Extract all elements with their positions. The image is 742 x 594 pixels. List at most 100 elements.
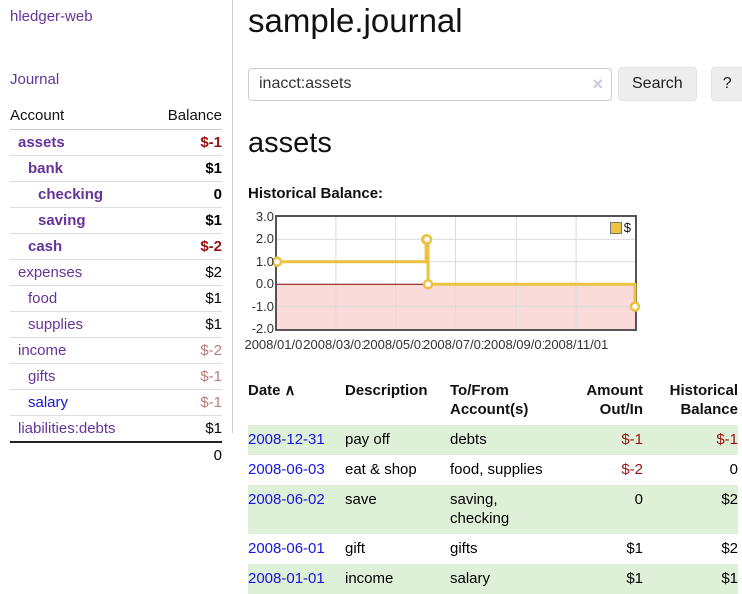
register-row: 2008-01-01 income salary $1 $1 bbox=[248, 564, 738, 594]
account-name-cell: liabilities:debts bbox=[10, 415, 151, 442]
account-row: saving $1 bbox=[10, 207, 222, 234]
transaction-date-link[interactable]: 2008-06-01 bbox=[248, 540, 325, 557]
register-date-cell: 2008-12-31 bbox=[248, 425, 345, 455]
y-axis-label: 3.0 bbox=[255, 209, 274, 224]
balance-chart: $ 3.0 2.0 1.0 0.0 -1.0 -2.0 2008/01/01 2008/03/… bbox=[244, 210, 738, 357]
account-link[interactable]: liabilities:debts bbox=[18, 420, 116, 437]
app-title-link[interactable]: hledger-web bbox=[10, 8, 93, 25]
register-row: 2008-12-31 pay off debts $-1 $-1 bbox=[248, 425, 738, 455]
account-heading: assets bbox=[248, 127, 332, 159]
register-date-cell: 2008-06-03 bbox=[248, 455, 345, 485]
register-accounts-cell: food, supplies bbox=[450, 461, 543, 478]
account-balance: $1 bbox=[150, 415, 222, 442]
account-link[interactable]: gifts bbox=[28, 368, 56, 385]
x-axis-label: 2008/09/01 bbox=[483, 337, 549, 352]
account-row: gifts $-1 bbox=[10, 363, 222, 390]
account-name-cell: assets bbox=[10, 130, 150, 156]
register-header-historical: Historical Balance bbox=[669, 382, 738, 418]
register-description-cell: income bbox=[345, 564, 450, 594]
account-link[interactable]: salary bbox=[28, 394, 69, 411]
account-link[interactable]: cash bbox=[28, 238, 63, 255]
account-link[interactable]: saving bbox=[38, 212, 86, 229]
account-balance: $-1 bbox=[150, 363, 222, 390]
register-accounts-cell: saving, checking bbox=[450, 485, 562, 534]
chart-data-point[interactable] bbox=[421, 234, 433, 245]
chart-label: Historical Balance: bbox=[248, 185, 384, 202]
account-link[interactable]: supplies bbox=[28, 316, 84, 333]
register-accounts-cell: gifts bbox=[450, 540, 478, 557]
register-historical-cell: $-1 bbox=[643, 425, 738, 455]
y-axis-label: -2.0 bbox=[251, 321, 274, 336]
account-name-cell: checking bbox=[10, 181, 151, 208]
account-balance: $-1 bbox=[150, 389, 222, 416]
account-name-cell: salary bbox=[10, 389, 151, 416]
register-description-cell: save bbox=[345, 485, 450, 534]
account-row: expenses $2 bbox=[10, 259, 222, 286]
legend-label: $ bbox=[623, 220, 631, 235]
account-row: income $-2 bbox=[10, 337, 222, 364]
chart-plot-area[interactable]: $ bbox=[271, 215, 641, 331]
account-name-cell: bank bbox=[10, 155, 151, 182]
account-link[interactable]: assets bbox=[18, 134, 65, 151]
transaction-date-link[interactable]: 2008-12-31 bbox=[248, 431, 325, 448]
y-axis-label: -1.0 bbox=[251, 298, 274, 314]
register-date-cell: 2008-06-01 bbox=[248, 534, 345, 564]
register-amount-cell: 0 bbox=[562, 485, 643, 534]
accounts-table: Account Balance assets $-1 bank $1 checking 0… bbox=[10, 104, 222, 468]
account-balance: $1 bbox=[150, 207, 222, 234]
chart-data-point[interactable] bbox=[271, 256, 283, 268]
account-link[interactable]: bank bbox=[28, 160, 64, 177]
legend-swatch-icon bbox=[609, 221, 622, 234]
register-row: 2008-06-02 save saving, checking 0 $2 bbox=[248, 485, 738, 534]
account-row: cash $-2 bbox=[10, 233, 222, 260]
x-axis-label: 2008/05/01 bbox=[363, 337, 429, 352]
register-amount-cell: $-1 bbox=[562, 425, 643, 455]
register-header-date[interactable]: Date ∧ bbox=[248, 379, 345, 425]
register-historical-cell: $2 bbox=[721, 540, 738, 557]
clear-search-icon[interactable]: × bbox=[592, 73, 603, 94]
account-link[interactable]: checking bbox=[38, 186, 104, 203]
transaction-date-link[interactable]: 2008-06-03 bbox=[248, 461, 325, 478]
account-name-cell: income bbox=[10, 337, 151, 364]
account-row: liabilities:debts $1 bbox=[10, 415, 222, 442]
account-name-cell: expenses bbox=[10, 259, 151, 286]
help-button[interactable]: ? bbox=[710, 67, 742, 101]
register-table: Date ∧ Description To/From Account(s) Amount O… bbox=[248, 379, 738, 594]
register-description-cell: pay off bbox=[345, 425, 450, 455]
register-historical-cell: 0 bbox=[729, 461, 738, 478]
register-header-row: Date ∧ Description To/From Account(s) Amount O… bbox=[248, 379, 738, 425]
chart-data-point[interactable] bbox=[422, 278, 434, 290]
y-axis-label: 2.0 bbox=[255, 231, 274, 247]
account-balance: $2 bbox=[150, 259, 222, 286]
transaction-date-link[interactable]: 2008-06-02 bbox=[248, 491, 325, 508]
account-link[interactable]: food bbox=[28, 290, 58, 307]
search-form: × Search ? bbox=[248, 67, 742, 101]
account-name-cell: food bbox=[10, 285, 151, 312]
search-input[interactable] bbox=[248, 67, 612, 101]
y-axis-label: 0.0 bbox=[255, 276, 274, 292]
register-date-cell: 2008-01-01 bbox=[248, 564, 345, 594]
journal-nav-link[interactable]: Journal bbox=[10, 71, 60, 88]
x-axis-label: 2008/07/01 bbox=[422, 337, 489, 352]
transaction-date-link[interactable]: 2008-01-01 bbox=[248, 570, 325, 587]
register-historical-cell: $1 bbox=[643, 564, 738, 594]
register-accounts-cell: debts bbox=[450, 425, 562, 455]
account-balance: $1 bbox=[150, 155, 222, 182]
account-balance: $-1 bbox=[200, 134, 222, 151]
accounts-header-row: Account Balance bbox=[10, 104, 222, 130]
account-link[interactable]: expenses bbox=[18, 264, 83, 281]
account-row: assets $-1 bbox=[10, 130, 222, 156]
main-content: sample.journal × Search ? assets Histori… bbox=[244, 0, 742, 594]
account-link[interactable]: income bbox=[18, 342, 67, 359]
register-description-cell: eat & shop bbox=[345, 461, 417, 478]
account-name-cell: gifts bbox=[10, 363, 151, 390]
chart-data-point[interactable] bbox=[629, 301, 641, 312]
search-box: × bbox=[248, 67, 612, 101]
search-button[interactable]: Search bbox=[618, 67, 697, 101]
register-accounts-cell: salary bbox=[450, 564, 562, 594]
accounts-total-spacer bbox=[10, 441, 151, 468]
account-row: salary $-1 bbox=[10, 389, 222, 416]
account-row: supplies $1 bbox=[10, 311, 222, 338]
register-amount-cell: $1 bbox=[562, 564, 643, 594]
accounts-header-balance: Balance bbox=[150, 104, 222, 130]
